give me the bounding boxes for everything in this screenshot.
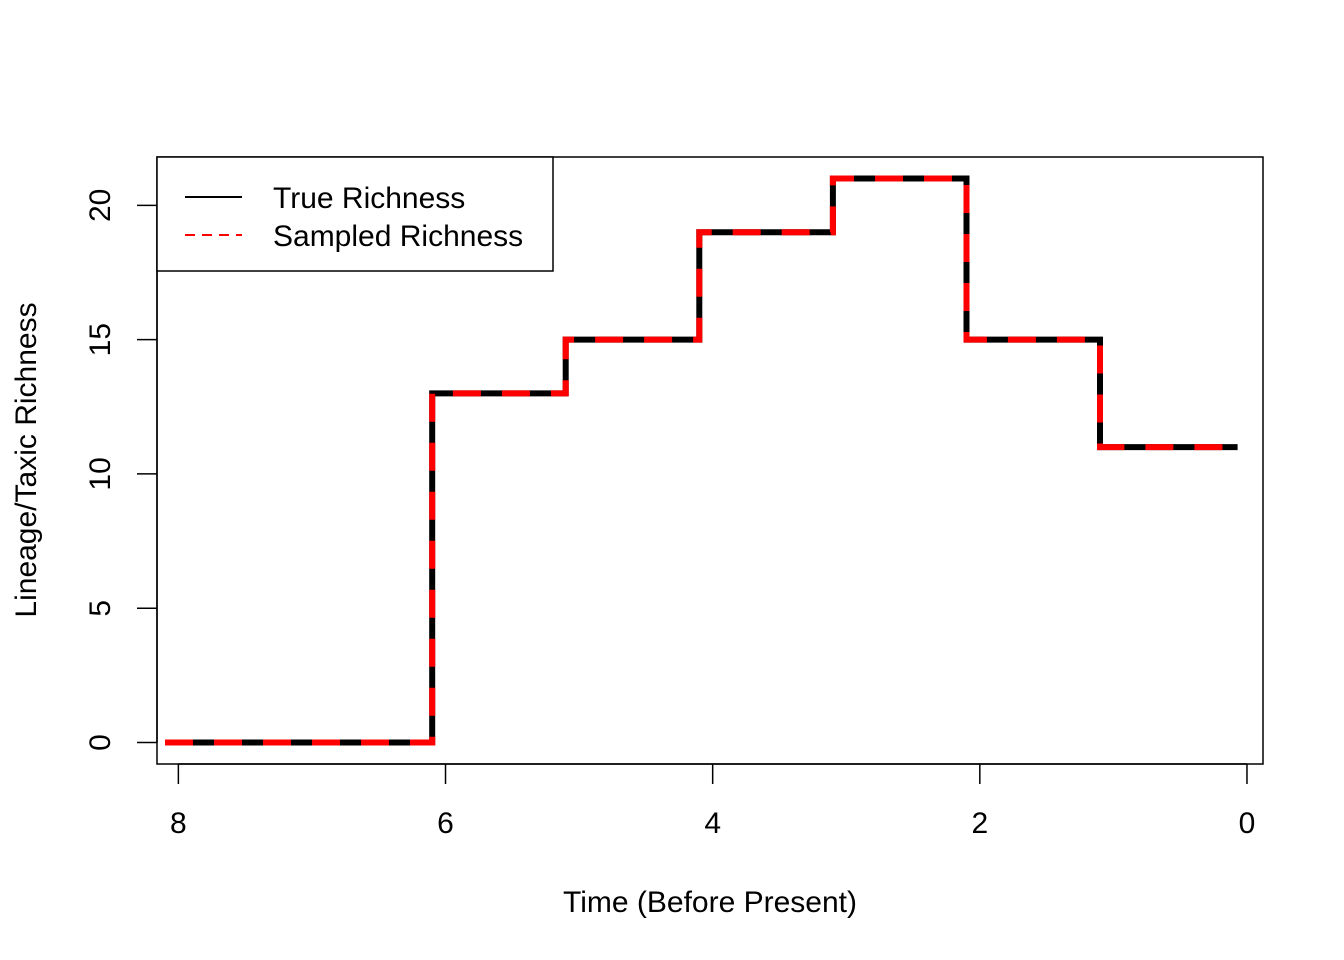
legend-box [156,156,554,272]
y-tick-label: 5 [84,600,117,617]
x-tick-label: 4 [704,807,721,840]
y-axis-label: Lineage/Taxic Richness [10,302,43,617]
x-axis-label: Time (Before Present) [563,886,857,919]
x-axis: 8 6 4 2 0 [170,763,1256,840]
legend: True Richness Sampled Richness [156,156,554,272]
series-line-sampled-richness [165,175,1238,746]
legend-label-sampled-richness: Sampled Richness [273,220,523,253]
x-tick-label: 8 [170,807,187,840]
y-tick-label: 0 [84,734,117,751]
y-tick-label: 10 [84,457,117,490]
x-tick-label: 2 [971,807,988,840]
y-tick-label: 15 [84,323,117,356]
x-tick-label: 0 [1239,807,1256,840]
x-tick-label: 6 [437,807,454,840]
y-tick-label: 20 [84,189,117,222]
legend-label-true-richness: True Richness [273,182,465,215]
series-layer [165,175,1238,746]
y-axis: 0 5 10 15 20 [84,189,158,751]
